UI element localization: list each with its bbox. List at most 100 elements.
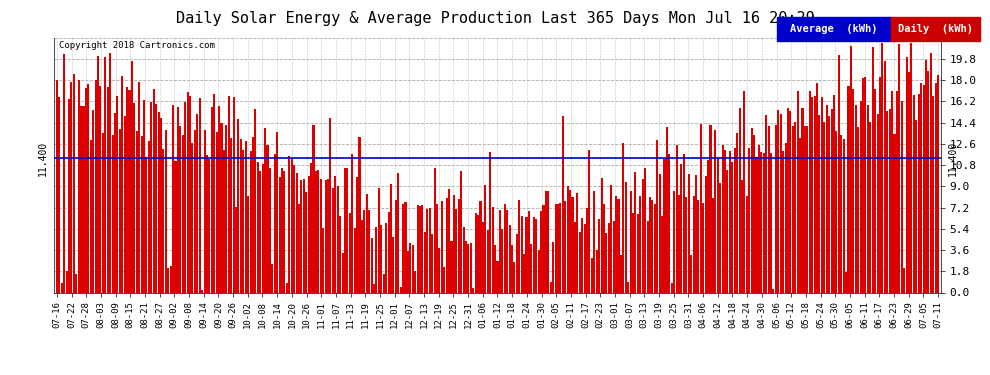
Bar	[99, 86, 102, 292]
Bar	[536, 219, 538, 292]
Bar	[702, 202, 704, 292]
Bar	[249, 151, 251, 292]
Bar	[913, 94, 915, 292]
Bar	[644, 168, 646, 292]
Bar	[920, 83, 922, 292]
Bar	[152, 88, 154, 292]
Bar	[375, 227, 377, 292]
Bar	[172, 105, 174, 292]
Bar	[816, 82, 818, 292]
Bar	[134, 103, 136, 292]
Bar	[281, 168, 283, 292]
Bar	[544, 191, 546, 292]
Bar	[412, 245, 414, 292]
Bar	[770, 153, 772, 292]
Bar	[760, 152, 762, 292]
Bar	[741, 180, 743, 292]
Bar	[342, 253, 344, 292]
Bar	[65, 271, 67, 292]
Bar	[174, 160, 176, 292]
Bar	[881, 43, 883, 292]
Bar	[117, 96, 119, 292]
Bar	[646, 221, 648, 292]
Bar	[623, 143, 625, 292]
Bar	[663, 159, 665, 292]
Bar	[363, 210, 365, 292]
Bar	[373, 284, 375, 292]
Bar	[625, 182, 627, 292]
Bar	[673, 191, 675, 292]
Bar	[107, 87, 109, 292]
Bar	[450, 240, 452, 292]
Bar	[739, 108, 741, 292]
Bar	[126, 87, 128, 292]
Bar	[318, 170, 320, 292]
Bar	[867, 105, 869, 292]
Bar	[576, 193, 578, 292]
Bar	[467, 244, 469, 292]
Bar	[613, 221, 615, 292]
Bar	[792, 126, 794, 292]
Bar	[489, 152, 491, 292]
Bar	[758, 146, 760, 292]
Bar	[745, 196, 747, 292]
Bar	[378, 188, 380, 292]
Bar	[903, 268, 905, 292]
Bar	[424, 232, 426, 292]
Bar	[526, 217, 528, 292]
Bar	[392, 237, 394, 292]
Bar	[196, 114, 198, 292]
Bar	[523, 254, 525, 292]
Bar	[226, 125, 228, 292]
Bar	[518, 200, 521, 292]
Bar	[233, 97, 235, 292]
Bar	[782, 151, 784, 292]
Bar	[777, 111, 779, 292]
Bar	[254, 109, 256, 292]
Bar	[824, 122, 826, 292]
Bar	[579, 232, 581, 292]
Bar	[693, 196, 695, 292]
Bar	[340, 216, 342, 292]
Bar	[243, 150, 245, 292]
Bar	[136, 130, 138, 292]
Bar	[717, 159, 719, 292]
Bar	[87, 84, 89, 292]
Bar	[540, 211, 543, 292]
Bar	[448, 189, 450, 292]
Bar	[400, 287, 402, 292]
Bar	[658, 174, 660, 292]
Bar	[114, 112, 116, 292]
Bar	[218, 105, 220, 292]
Bar	[353, 228, 355, 292]
Bar	[494, 245, 496, 292]
Bar	[809, 90, 811, 292]
Bar	[784, 143, 787, 292]
Bar	[385, 224, 387, 292]
Bar	[186, 92, 189, 292]
Bar	[876, 114, 878, 292]
Bar	[911, 43, 913, 292]
Bar	[789, 111, 791, 292]
Bar	[358, 136, 360, 292]
Bar	[743, 91, 745, 292]
Bar	[828, 116, 831, 292]
Bar	[240, 139, 242, 292]
Bar	[695, 176, 697, 292]
Bar	[547, 192, 549, 292]
Bar	[245, 141, 247, 292]
Bar	[750, 128, 752, 292]
Bar	[308, 176, 310, 292]
Bar	[452, 195, 455, 292]
Bar	[869, 122, 871, 292]
Bar	[60, 283, 62, 292]
Bar	[150, 102, 152, 292]
Bar	[501, 229, 503, 292]
Bar	[898, 44, 900, 292]
Bar	[581, 218, 583, 292]
Bar	[77, 80, 79, 292]
Bar	[160, 118, 162, 292]
Bar	[765, 115, 767, 292]
Bar	[298, 204, 300, 292]
Bar	[208, 159, 211, 292]
